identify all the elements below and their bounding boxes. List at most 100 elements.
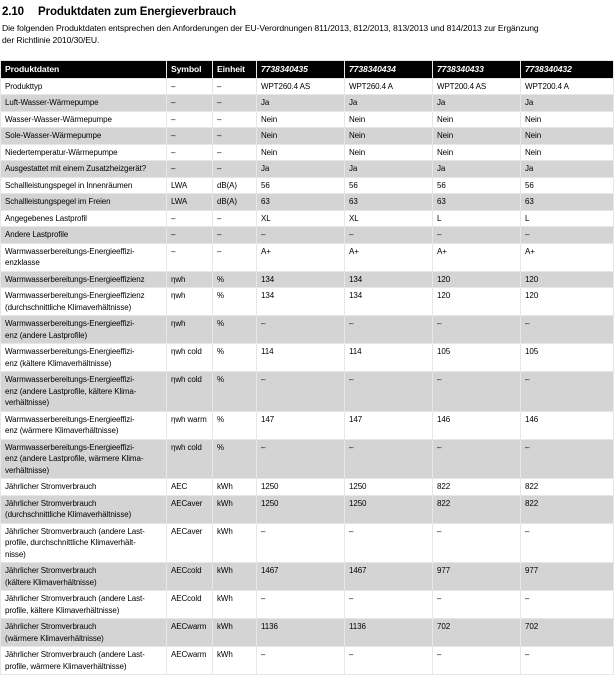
cell-label: Warmwasserbereitungs-Energieeffizi- enz …: [1, 411, 166, 439]
cell-value: –: [521, 647, 613, 674]
table-row: Luft-Wasser-Wärmepumpe – – Ja Ja Ja Ja: [1, 95, 613, 111]
column-header-model-3: 7738340433: [433, 61, 520, 78]
cell-value: –: [433, 227, 520, 243]
column-header-model-4: 7738340432: [521, 61, 613, 78]
cell-label: Produkttyp: [1, 78, 166, 94]
cell-value: 702: [521, 619, 613, 646]
cell-symbol: ηwh cold: [167, 439, 212, 478]
cell-label: Jährlicher Stromverbrauch (andere Last- …: [1, 591, 166, 618]
cell-value: 120: [433, 288, 520, 315]
cell-value: Nein: [345, 128, 432, 144]
cell-value: 56: [521, 177, 613, 193]
cell-value: Nein: [345, 111, 432, 127]
cell-value: –: [345, 316, 432, 343]
cell-symbol: ηwh: [167, 316, 212, 343]
cell-value: Nein: [345, 144, 432, 160]
cell-value: 146: [521, 411, 613, 439]
table-row: Schallleistungspegel in Innenräumen LWA dB…: [1, 177, 613, 193]
table-row: Warmwasserbereitungs-Energieeffizi- enz …: [1, 411, 613, 439]
cell-value: 134: [257, 271, 344, 287]
cell-label: Warmwasserbereitungs-Energieeffizienz: [1, 271, 166, 287]
cell-value: Ja: [257, 95, 344, 111]
cell-value: 146: [433, 411, 520, 439]
table-row: Jährlicher Stromverbrauch (wärmere Klima…: [1, 619, 613, 646]
cell-unit: kWh: [213, 495, 256, 523]
table-row: Warmwasserbereitungs-Energieeffizi- enz …: [1, 316, 613, 343]
column-header-einheit: Einheit: [213, 61, 256, 78]
table-row: Schallleistungspegel im Freien LWA dB(A) 63…: [1, 194, 613, 210]
cell-value: –: [433, 591, 520, 618]
cell-value: Nein: [521, 111, 613, 127]
cell-label: Warmwasserbereitungs-Energieeffizi- enzk…: [1, 243, 166, 271]
cell-value: –: [433, 439, 520, 478]
cell-value: Nein: [521, 128, 613, 144]
cell-label: Sole-Wasser-Wärmepumpe: [1, 128, 166, 144]
cell-label: Schallleistungspegel im Freien: [1, 194, 166, 210]
cell-value: –: [345, 591, 432, 618]
table-row: Angegebenes Lastprofil – – XL XL L L: [1, 210, 613, 226]
cell-value: 63: [433, 194, 520, 210]
cell-value: 56: [345, 177, 432, 193]
cell-value: 63: [345, 194, 432, 210]
cell-label: Schallleistungspegel in Innenräumen: [1, 177, 166, 193]
cell-symbol: –: [167, 128, 212, 144]
cell-value: 1136: [345, 619, 432, 646]
table-row: Warmwasserbereitungs-Energieeffizi- enzk…: [1, 243, 613, 271]
cell-symbol: AECcold: [167, 591, 212, 618]
cell-label: Warmwasserbereitungs-Energieeffizi- enz …: [1, 344, 166, 371]
table-row: Warmwasserbereitungs-Energieeffizi- enz …: [1, 439, 613, 478]
cell-value: 120: [521, 288, 613, 315]
cell-value: –: [521, 523, 613, 562]
cell-value: Ja: [345, 95, 432, 111]
cell-label: Luft-Wasser-Wärmepumpe: [1, 95, 166, 111]
cell-value: A+: [345, 243, 432, 271]
cell-unit: %: [213, 316, 256, 343]
table-row: Andere Lastprofile – – – – – –: [1, 227, 613, 243]
cell-unit: %: [213, 411, 256, 439]
cell-unit: –: [213, 111, 256, 127]
cell-unit: kWh: [213, 523, 256, 562]
cell-value: –: [257, 372, 344, 411]
cell-symbol: –: [167, 78, 212, 94]
cell-value: A+: [257, 243, 344, 271]
cell-value: A+: [433, 243, 520, 271]
cell-value: 147: [345, 411, 432, 439]
cell-value: –: [345, 647, 432, 674]
cell-value: Ja: [433, 95, 520, 111]
cell-value: Nein: [433, 128, 520, 144]
cell-label: Warmwasserbereitungs-Energieeffizi- enz …: [1, 316, 166, 343]
cell-value: 1250: [345, 479, 432, 495]
table-body: Produkttyp – – WPT260.4 AS WPT260.4 A WPT200.…: [1, 78, 613, 674]
cell-value: 1250: [345, 495, 432, 523]
cell-label: Jährlicher Stromverbrauch (durchschnittl…: [1, 495, 166, 523]
cell-symbol: AECwarm: [167, 647, 212, 674]
cell-value: XL: [345, 210, 432, 226]
cell-value: 147: [257, 411, 344, 439]
cell-value: Nein: [257, 144, 344, 160]
cell-value: 822: [521, 495, 613, 523]
cell-unit: %: [213, 439, 256, 478]
cell-unit: kWh: [213, 591, 256, 618]
table-row: Jährlicher Stromverbrauch (andere Last- …: [1, 647, 613, 674]
cell-value: 702: [433, 619, 520, 646]
cell-value: 134: [257, 288, 344, 315]
table-row: Warmwasserbereitungs-Energieeffizienz ηwh…: [1, 271, 613, 287]
doc-header: 2.10 Produktdaten zum Energieverbrauch Di…: [2, 5, 612, 46]
cell-label: Jährlicher Stromverbrauch (andere Last- …: [1, 647, 166, 674]
cell-unit: %: [213, 372, 256, 411]
cell-unit: –: [213, 227, 256, 243]
cell-symbol: ηwh cold: [167, 344, 212, 371]
cell-value: –: [257, 439, 344, 478]
cell-value: WPT260.4 AS: [257, 78, 344, 94]
cell-value: 822: [521, 479, 613, 495]
table-row: Niedertemperatur-Wärmepumpe – – Nein Nein Nei…: [1, 144, 613, 160]
cell-label: Jährlicher Stromverbrauch (andere Last- …: [1, 523, 166, 562]
cell-value: 977: [433, 563, 520, 590]
cell-value: –: [521, 591, 613, 618]
cell-value: 977: [521, 563, 613, 590]
cell-value: 1467: [345, 563, 432, 590]
cell-symbol: AECaver: [167, 495, 212, 523]
cell-value: –: [345, 439, 432, 478]
cell-symbol: –: [167, 144, 212, 160]
